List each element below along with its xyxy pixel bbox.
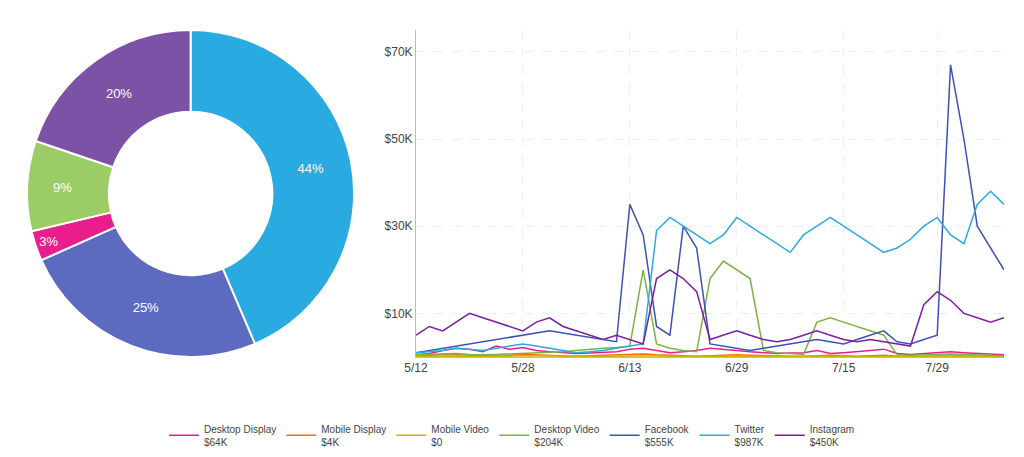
svg-text:$10K: $10K: [385, 307, 413, 321]
svg-text:5/12: 5/12: [404, 361, 428, 375]
svg-text:25%: 25%: [133, 300, 159, 315]
svg-text:Twitter$987K: Twitter$987K: [735, 424, 765, 448]
svg-text:6/29: 6/29: [725, 361, 749, 375]
svg-text:7/29: 7/29: [926, 361, 950, 375]
svg-text:3%: 3%: [39, 234, 58, 249]
svg-text:Mobile Display$4K: Mobile Display$4K: [321, 424, 386, 448]
svg-text:$30K: $30K: [385, 219, 413, 233]
svg-text:Facebook$555K: Facebook$555K: [645, 424, 690, 448]
svg-text:9%: 9%: [53, 180, 72, 195]
svg-text:Mobile Video$0: Mobile Video$0: [431, 424, 489, 448]
svg-text:Desktop Video$204K: Desktop Video$204K: [534, 424, 599, 448]
svg-text:$70K: $70K: [385, 45, 413, 59]
svg-text:44%: 44%: [297, 161, 323, 176]
svg-text:20%: 20%: [106, 86, 132, 101]
svg-text:$50K: $50K: [385, 132, 413, 146]
svg-text:6/13: 6/13: [618, 361, 642, 375]
svg-text:Instagram$450K: Instagram$450K: [810, 424, 854, 448]
svg-text:Desktop Display$64K: Desktop Display$64K: [204, 424, 276, 448]
svg-text:7/15: 7/15: [832, 361, 856, 375]
svg-text:5/28: 5/28: [511, 361, 535, 375]
